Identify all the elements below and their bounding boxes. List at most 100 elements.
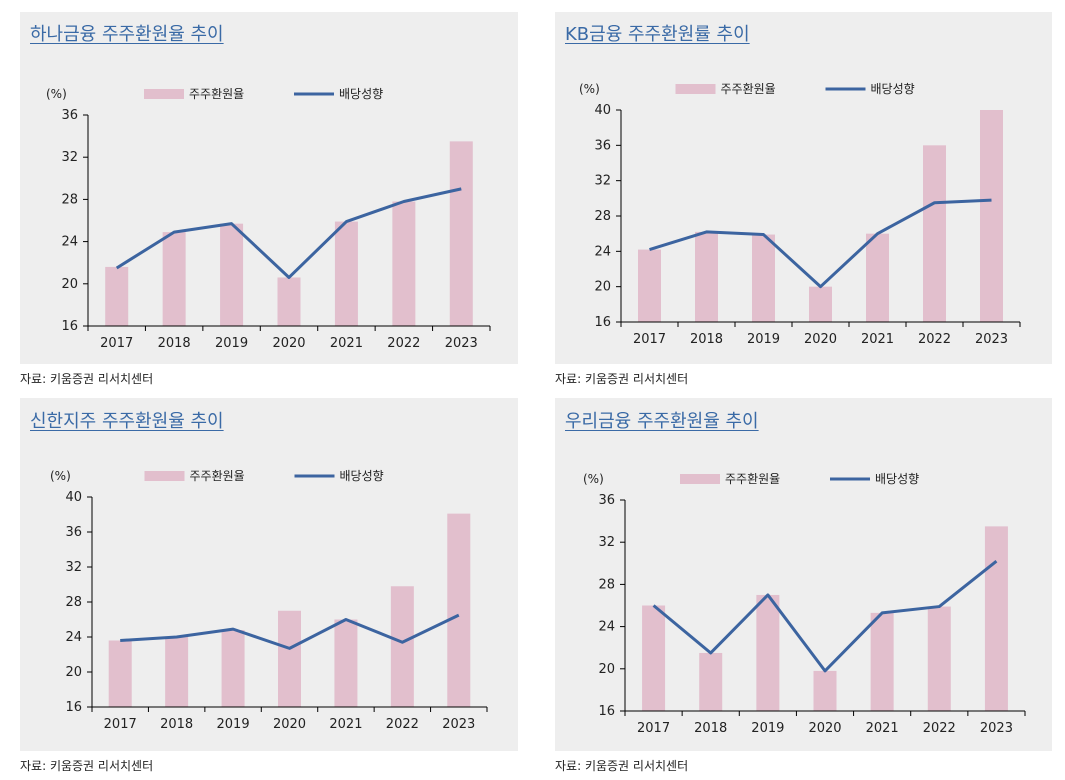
chart-title: 우리금융 주주환원율 추이 xyxy=(565,411,759,432)
x-tick-label: 2021 xyxy=(861,332,894,347)
bar xyxy=(870,612,894,711)
y-tick-label: 36 xyxy=(594,138,611,153)
y-unit-label: (%) xyxy=(579,82,600,96)
legend-bar-swatch xyxy=(680,474,720,484)
chart-svg: 주주환원율 배당성향 (%) 16 20 24 28 32 36 2017 2018 2019 2020… xyxy=(583,472,1026,736)
bar xyxy=(334,221,358,326)
x-tick-label: 2023 xyxy=(442,717,475,732)
x-tick-label: 2018 xyxy=(690,332,723,347)
y-tick-label: 16 xyxy=(65,700,82,715)
x-tick-label: 2018 xyxy=(694,721,727,736)
x-tick-label: 2021 xyxy=(329,717,362,732)
y-tick-label: 16 xyxy=(594,315,611,330)
bar xyxy=(809,286,832,322)
y-tick-label: 20 xyxy=(65,665,82,680)
chart-title: 신한지주 주주환원율 추이 xyxy=(30,411,224,432)
bar xyxy=(162,232,186,326)
series-line xyxy=(649,198,992,289)
legend-bar-label: 주주환원율 xyxy=(189,87,244,101)
x-tick-label: 2020 xyxy=(273,717,306,732)
source-note: 자료: 키움증권 리서치센터 xyxy=(555,372,689,386)
y-tick-label: 24 xyxy=(594,244,611,259)
bar xyxy=(927,606,951,711)
bar xyxy=(642,605,666,711)
bar xyxy=(220,223,244,326)
source-note: 자료: 키움증권 리서치센터 xyxy=(555,759,689,773)
x-tick-label: 2021 xyxy=(866,721,899,736)
bar xyxy=(277,277,301,326)
y-tick-label: 32 xyxy=(598,535,615,550)
source-note: 자료: 키움증권 리서치센터 xyxy=(20,759,154,773)
y-unit-label: (%) xyxy=(46,87,67,101)
y-tick-label: 32 xyxy=(61,150,78,165)
bar xyxy=(866,233,889,322)
x-tick-label: 2017 xyxy=(100,336,133,351)
x-tick-label: 2020 xyxy=(804,332,837,347)
y-tick-label: 24 xyxy=(598,620,615,635)
y-tick-label: 28 xyxy=(594,209,611,224)
bar xyxy=(334,619,358,707)
x-tick-label: 2023 xyxy=(445,336,478,351)
bar xyxy=(980,110,1003,322)
y-tick-label: 20 xyxy=(61,277,78,292)
chart-title: KB금융 주주환원률 추이 xyxy=(565,24,750,45)
bar xyxy=(105,266,129,326)
chart-svg: 주주환원율 배당성향 (%) 16 20 24 28 32 36 40 2017 2018 2019 20… xyxy=(579,82,1021,347)
x-tick-label: 2019 xyxy=(747,332,780,347)
y-tick-label: 40 xyxy=(594,103,611,118)
y-tick-label: 16 xyxy=(598,704,615,719)
panel-background xyxy=(20,12,518,364)
series-line xyxy=(120,613,460,650)
bar xyxy=(923,145,946,322)
legend-bar-swatch xyxy=(144,471,185,481)
legend-line-label: 배당성향 xyxy=(871,82,915,96)
x-tick-label: 2019 xyxy=(215,336,248,351)
legend-line-label: 배당성향 xyxy=(340,469,384,483)
x-tick-label: 2020 xyxy=(808,721,841,736)
x-tick-label: 2017 xyxy=(104,717,137,732)
x-tick-label: 2019 xyxy=(217,717,250,732)
bar xyxy=(390,586,414,707)
legend-bar-swatch xyxy=(675,84,716,94)
legend-bar-label: 주주환원율 xyxy=(721,82,776,96)
bar xyxy=(108,640,132,707)
legend-bar-swatch xyxy=(144,89,184,99)
chart-title: 하나금융 주주환원율 추이 xyxy=(30,24,224,45)
bar xyxy=(984,526,1008,711)
y-tick-label: 28 xyxy=(598,577,615,592)
y-tick-label: 32 xyxy=(594,174,611,189)
x-tick-label: 2023 xyxy=(980,721,1013,736)
x-tick-label: 2017 xyxy=(637,721,670,736)
x-tick-label: 2021 xyxy=(330,336,363,351)
bar xyxy=(221,630,245,707)
y-tick-label: 28 xyxy=(65,595,82,610)
y-tick-label: 36 xyxy=(65,525,82,540)
legend-bar-label: 주주환원율 xyxy=(190,469,245,483)
bar xyxy=(449,141,473,326)
y-tick-label: 32 xyxy=(65,560,82,575)
y-tick-label: 24 xyxy=(65,630,82,645)
x-tick-label: 2018 xyxy=(158,336,191,351)
x-tick-label: 2023 xyxy=(975,332,1008,347)
y-tick-label: 40 xyxy=(65,490,82,505)
x-tick-label: 2022 xyxy=(918,332,951,347)
bar xyxy=(752,234,775,322)
panel-background xyxy=(555,398,1052,751)
x-tick-label: 2017 xyxy=(633,332,666,347)
y-tick-label: 16 xyxy=(61,319,78,334)
x-tick-label: 2022 xyxy=(386,717,419,732)
bar xyxy=(447,513,471,707)
x-tick-label: 2022 xyxy=(923,721,956,736)
y-unit-label: (%) xyxy=(50,469,71,483)
legend-bar-label: 주주환원율 xyxy=(725,472,780,486)
bar xyxy=(165,637,189,707)
y-tick-label: 20 xyxy=(594,280,611,295)
panel-background xyxy=(20,398,518,751)
y-tick-label: 20 xyxy=(598,662,615,677)
y-tick-label: 36 xyxy=(598,493,615,508)
x-tick-label: 2018 xyxy=(160,717,193,732)
chart-svg: 주주환원율 배당성향 (%) 16 20 24 28 32 36 40 2017 2018 2019 20… xyxy=(50,469,488,732)
bar xyxy=(695,231,718,322)
bar xyxy=(699,652,723,711)
series-line xyxy=(652,560,998,673)
